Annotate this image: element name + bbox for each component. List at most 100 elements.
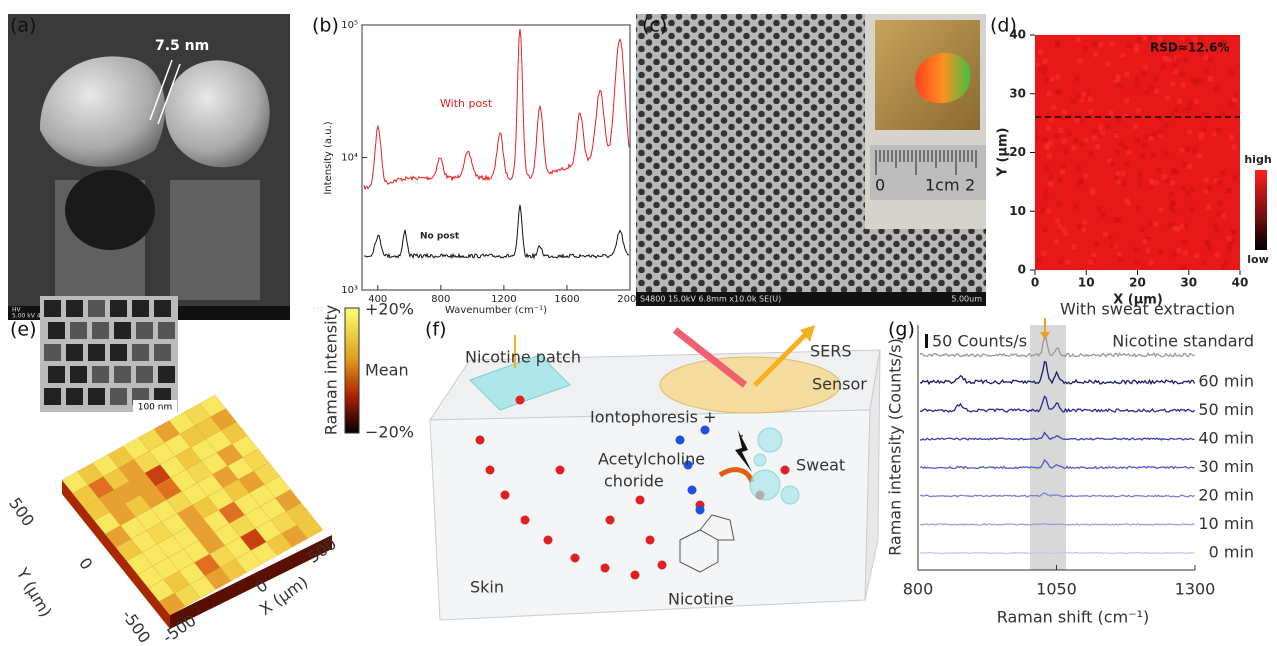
heatmap-cell xyxy=(1177,99,1182,104)
heatmap-cell xyxy=(1190,187,1195,192)
tem-particle xyxy=(158,322,175,339)
panel-label: (f) xyxy=(425,319,447,341)
x-tick-label: 40 xyxy=(1232,276,1249,290)
heatmap-cell xyxy=(1231,229,1236,234)
heatmap-cell xyxy=(1169,192,1174,197)
heatmap-cell xyxy=(1098,42,1103,47)
colorbar xyxy=(345,308,359,433)
panel-label: (a) xyxy=(10,15,36,37)
heatmap-cell xyxy=(1076,37,1081,42)
tem-particle xyxy=(92,322,109,339)
heatmap-cell xyxy=(1180,224,1185,229)
label: Sensor xyxy=(812,375,867,394)
heatmap-cell xyxy=(1172,63,1177,68)
heatmap-cell xyxy=(1181,186,1186,191)
heatmap-cell xyxy=(1163,151,1168,156)
heatmap-cell xyxy=(1127,43,1132,48)
heatmap-cell xyxy=(1110,243,1115,248)
heatmap-cell xyxy=(1091,253,1096,258)
heatmap-cell xyxy=(1194,99,1199,104)
heatmap-cell xyxy=(1118,257,1123,262)
tem-particle xyxy=(154,300,171,317)
molecule xyxy=(476,436,485,445)
heatmap-cell xyxy=(1080,141,1085,146)
heatmap-cell xyxy=(1167,224,1172,229)
heatmap-cell xyxy=(1123,145,1128,150)
molecule xyxy=(636,496,645,505)
heatmap-cell xyxy=(1050,77,1055,82)
x-tick-label: 1200 xyxy=(491,294,516,305)
tem-particle xyxy=(48,322,65,339)
trace-label: 40 min xyxy=(1198,429,1254,448)
heatmap-cell xyxy=(1208,185,1213,190)
heatmap-cell xyxy=(1120,53,1125,58)
info-right: 5.00um xyxy=(951,295,982,304)
heatmap-cell xyxy=(1140,153,1145,158)
heatmap-cell xyxy=(1061,163,1066,168)
heatmap-cell xyxy=(1197,153,1202,158)
trace-label: 10 min xyxy=(1198,514,1254,533)
heatmap-cell xyxy=(1097,206,1102,211)
heatmap-cell xyxy=(1103,232,1108,237)
heatmap-cell xyxy=(1077,181,1082,186)
panel-g: (g) 8001050130060 min50 min40 min30 min2… xyxy=(886,300,1255,627)
scale-label: 50 Counts/s xyxy=(932,332,1027,351)
colorbar-title: Raman intensity xyxy=(322,305,341,436)
heatmap-cell xyxy=(1153,76,1158,81)
heatmap-cell xyxy=(1229,135,1234,140)
sweat-drop xyxy=(750,470,780,500)
tem-particle xyxy=(88,344,105,361)
heatmap-cell xyxy=(1044,166,1049,171)
heatmap-cell xyxy=(1220,111,1225,116)
heatmap-cell xyxy=(1088,97,1093,102)
heatmap-cell xyxy=(1144,134,1149,139)
heatmap-cell xyxy=(1077,225,1082,230)
heatmap-cell xyxy=(1161,64,1166,69)
tem-particle xyxy=(158,366,175,383)
heatmap-cell xyxy=(1214,228,1219,233)
colorbar-label: −20% xyxy=(365,423,414,442)
heatmap-cell xyxy=(1143,239,1148,244)
heatmap-cell xyxy=(1071,244,1076,249)
tem-particle xyxy=(48,366,65,383)
molecule xyxy=(676,436,685,445)
figure: (a) 7.5 nm HVmagWD3/24/2010tiltcurr100 n… xyxy=(0,0,1277,646)
molecule xyxy=(556,466,565,475)
x-axis-label: Raman shift (cm⁻¹) xyxy=(997,608,1150,627)
heatmap-cell xyxy=(1134,260,1139,265)
trace-label: 50 min xyxy=(1198,400,1254,419)
heatmap-cell xyxy=(1041,251,1046,256)
heatmap-cell xyxy=(1177,248,1182,253)
colorbar-label: Mean xyxy=(365,361,409,380)
panel-a: (a) 7.5 nm HVmagWD3/24/2010tiltcurr100 n… xyxy=(8,14,335,320)
heatmap-cell xyxy=(1048,181,1053,186)
heatmap-cell xyxy=(1047,91,1052,96)
heatmap-cell xyxy=(1088,259,1093,264)
heatmap-cell xyxy=(1204,68,1209,73)
heatmap-cell xyxy=(1134,84,1139,89)
x-tick-label: 1600 xyxy=(554,294,579,305)
molecule xyxy=(781,466,790,475)
x-tick-label: 1050 xyxy=(1036,580,1077,599)
heatmap-cell xyxy=(1057,224,1062,229)
label: Skin xyxy=(470,578,504,597)
tem-particle xyxy=(88,300,105,317)
molecule xyxy=(516,396,525,405)
panel-e: (e) 100 nm +20% Mean −20% Raman intensit… xyxy=(5,296,414,646)
highlight-band xyxy=(1030,325,1066,570)
tem-particle xyxy=(110,300,127,317)
heatmap-cell xyxy=(1036,135,1041,140)
heatmap-cell xyxy=(1110,161,1115,166)
gap-label: 7.5 nm xyxy=(155,38,209,54)
heatmap-cell xyxy=(1042,59,1047,64)
y-tick-label: -500 xyxy=(118,606,154,646)
heatmap-cell xyxy=(1185,147,1190,152)
heatmap-cell xyxy=(1040,207,1045,212)
heatmap-cell xyxy=(1229,70,1234,75)
heatmap-cell xyxy=(1148,85,1153,90)
heatmap-cell xyxy=(1170,81,1175,86)
y-tick-label: 10⁵ xyxy=(341,20,358,31)
heatmap-cell xyxy=(1158,130,1163,135)
heatmap-cell xyxy=(1185,192,1190,197)
heatmap-cell xyxy=(1075,118,1080,123)
